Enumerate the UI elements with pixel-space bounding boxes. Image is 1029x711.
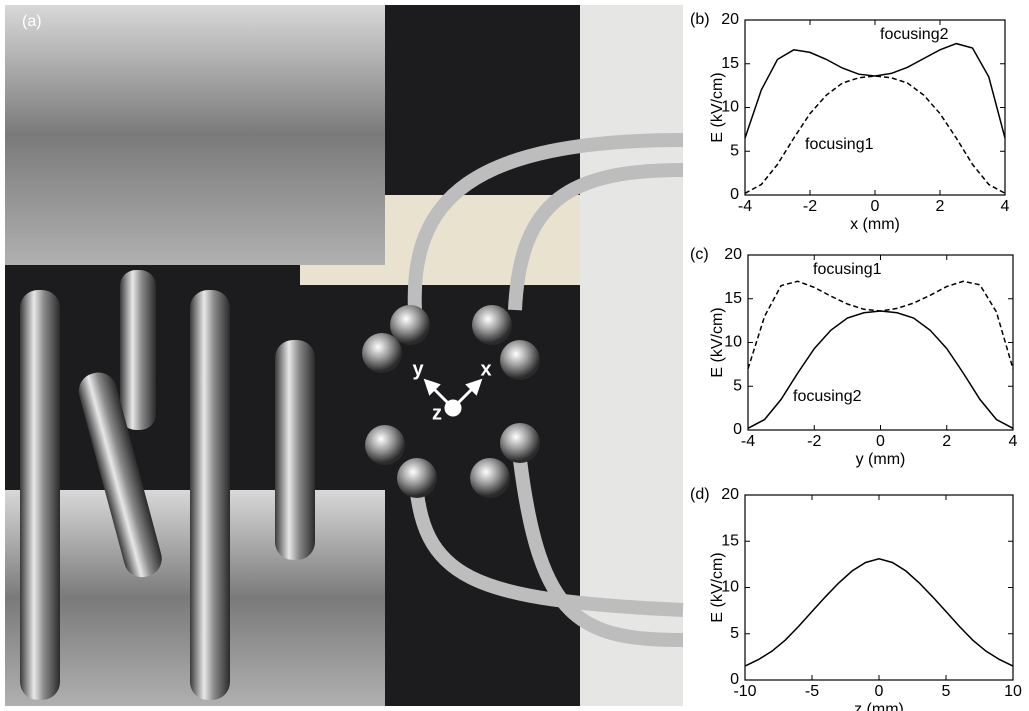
x-tick-label: 0	[875, 683, 884, 700]
plot-frame	[744, 494, 1014, 681]
x-tick-label: -10	[733, 683, 756, 700]
x-tick-label: 5	[942, 683, 951, 700]
x-tick-label: -2	[807, 433, 821, 450]
plot-frame	[744, 19, 1006, 196]
x-tick-label: 0	[871, 198, 880, 215]
y-tick-label: 0	[733, 421, 742, 438]
x-tick-label: 0	[876, 433, 885, 450]
x-tick-label: 4	[1009, 433, 1018, 450]
y-axis-label: E (kV/cm)	[709, 552, 726, 622]
x-tick-label: 10	[1004, 683, 1022, 700]
y-tick-label: 5	[730, 142, 739, 159]
y-tick-label: 10	[724, 334, 742, 351]
photo-label: (a)	[22, 13, 42, 30]
data-line	[744, 42, 1006, 139]
x-tick-label: 2	[936, 198, 945, 215]
data-line	[747, 310, 1014, 429]
y-axis-label: E (kV/cm)	[709, 72, 726, 142]
panel-label: (b)	[690, 11, 710, 28]
data-line	[747, 280, 1014, 370]
panel-label: (c)	[690, 246, 709, 263]
y-tick-label: 5	[730, 625, 739, 642]
y-tick-label: 10	[721, 579, 739, 596]
y-tick-label: 5	[733, 377, 742, 394]
y-tick-label: 20	[724, 246, 742, 263]
plot-frame	[747, 254, 1014, 431]
y-axis-label: E (kV/cm)	[709, 307, 726, 377]
y-tick-label: 20	[721, 486, 739, 503]
x-axis-label: y (mm)	[856, 451, 906, 468]
axis-label: x	[480, 358, 491, 380]
axis-label: y	[412, 358, 424, 380]
series-label: focusing1	[805, 136, 874, 153]
x-tick-label: -4	[741, 433, 755, 450]
photo: (a) y x z	[5, 5, 684, 706]
y-tick-label: 0	[730, 186, 739, 203]
data-line	[744, 75, 1006, 194]
panel-label: (d)	[690, 486, 710, 503]
y-tick-label: 15	[721, 532, 739, 549]
axis-label: z	[432, 402, 442, 424]
data-line	[744, 558, 1014, 667]
x-tick-label: -5	[805, 683, 819, 700]
x-axis-label: x (mm)	[850, 216, 900, 233]
x-tick-label: -2	[803, 198, 817, 215]
x-tick-label: -4	[738, 198, 752, 215]
series-label: focusing1	[813, 261, 882, 278]
series-label: focusing2	[793, 388, 862, 405]
series-label: focusing2	[880, 26, 949, 43]
y-tick-label: 15	[724, 290, 742, 307]
y-tick-label: 15	[721, 55, 739, 72]
y-tick-label: 10	[721, 99, 739, 116]
y-tick-label: 0	[730, 671, 739, 688]
x-tick-label: 2	[942, 433, 951, 450]
x-tick-label: 4	[1001, 198, 1010, 215]
x-axis-label: z (mm)	[854, 701, 904, 711]
y-tick-label: 20	[721, 11, 739, 28]
